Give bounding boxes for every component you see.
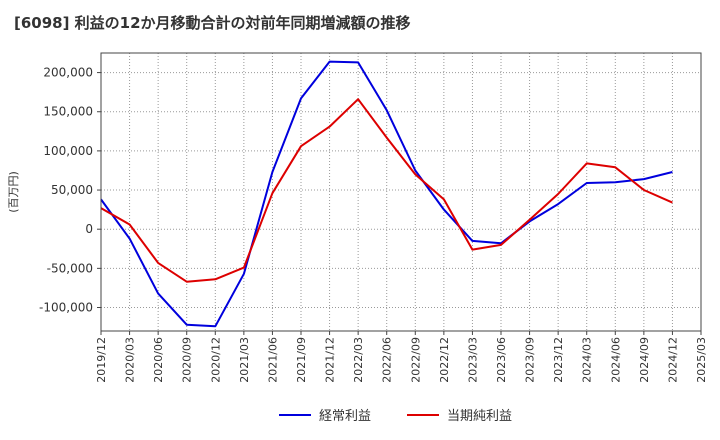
x-tick-label: 2021/06 <box>266 337 279 383</box>
x-tick-label: 2023/12 <box>552 337 565 383</box>
x-tick-label: 2019/12 <box>95 337 108 383</box>
y-tick-label: -100,000 <box>39 301 93 315</box>
legend: 経常利益 当期純利益 <box>279 409 512 424</box>
x-tick-label: 2022/12 <box>438 337 451 383</box>
x-tick-label: 2022/09 <box>409 337 422 383</box>
y-tick-label: 0 <box>85 222 93 236</box>
chart-title: [6098] 利益の12か月移動合計の対前年同期増減額の推移 <box>14 14 411 32</box>
y-tick-label: 150,000 <box>43 105 93 119</box>
series-line-経常利益 <box>100 60 673 328</box>
x-tick-label: 2020/09 <box>181 337 194 383</box>
series-lines <box>100 60 673 328</box>
legend-label: 当期純利益 <box>447 409 512 424</box>
series-line-当期純利益 <box>100 98 673 283</box>
y-axis-ticks: 200,000 150,000 100,000 50,000 0 -50,000 -100,… <box>39 66 101 315</box>
x-tick-label: 2021/03 <box>238 337 251 383</box>
grid <box>100 53 702 331</box>
y-tick-label: 200,000 <box>43 66 93 80</box>
x-tick-label: 2023/06 <box>495 337 508 383</box>
x-tick-label: 2020/03 <box>124 337 137 383</box>
x-tick-label: 2024/09 <box>638 337 651 383</box>
x-tick-label: 2020/12 <box>209 337 222 383</box>
x-tick-label: 2022/06 <box>381 337 394 383</box>
y-axis-label: (百万円) <box>7 171 20 213</box>
x-axis-ticks: 2019/12 2020/03 2020/06 2020/09 2020/12 2021/… <box>95 331 708 383</box>
x-tick-label: 2024/12 <box>666 337 679 383</box>
y-tick-label: 50,000 <box>51 183 93 197</box>
y-tick-label: -50,000 <box>47 261 93 275</box>
x-tick-label: 2022/03 <box>352 337 365 383</box>
plot-background <box>101 53 701 331</box>
x-tick-label: 2021/12 <box>324 337 337 383</box>
x-tick-label: 2023/03 <box>466 337 479 383</box>
plot-frame <box>100 52 702 332</box>
x-tick-label: 2021/09 <box>295 337 308 383</box>
x-tick-label: 2020/06 <box>152 337 165 383</box>
x-tick-label: 2024/06 <box>609 337 622 383</box>
x-tick-label: 2025/03 <box>695 337 708 383</box>
y-tick-label: 100,000 <box>43 144 93 158</box>
x-tick-label: 2024/03 <box>581 337 594 383</box>
legend-label: 経常利益 <box>319 409 371 424</box>
x-tick-label: 2023/09 <box>524 337 537 383</box>
